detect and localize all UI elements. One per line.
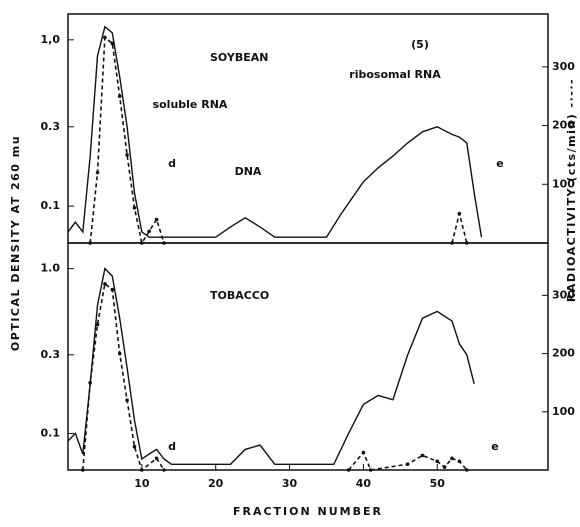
radioactivity-point (405, 462, 410, 466)
annotation: DNA (235, 165, 262, 178)
panel-title: SOYBEAN (210, 51, 268, 64)
density-line (67, 267, 475, 465)
annotation: ribosomal RNA (349, 68, 441, 81)
y2-tick-label: 200 (552, 119, 575, 132)
x-tick-label: 40 (356, 477, 372, 490)
radioactivity-point (103, 281, 107, 286)
radioactivity-point (450, 456, 454, 461)
radioactivity-point (88, 380, 92, 385)
annotation: d (168, 157, 176, 170)
y2-tick-label: 100 (552, 405, 575, 418)
radioactivity-point (464, 468, 469, 472)
annotation: d (168, 440, 176, 453)
radioactivity-point (420, 453, 425, 458)
radioactivity-point (95, 170, 100, 175)
y-tick-label: 0.1 (41, 199, 61, 212)
radioactivity-point (117, 94, 122, 99)
y-tick-label: 0.3 (41, 120, 61, 133)
radioactivity-point (110, 41, 115, 46)
y2-axis-label: RADIOACTIVITY (cts/min) -·-·- (565, 78, 578, 302)
annotation: soluble RNA (153, 98, 228, 111)
radioactivity-point (154, 456, 159, 461)
radioactivity-point (435, 459, 440, 464)
radioactivity-point (154, 217, 159, 222)
panel-title: TOBACCO (210, 289, 269, 302)
radioactivity-point (368, 468, 373, 472)
radioactivity-point (132, 205, 137, 210)
x-tick-label: 50 (430, 477, 446, 490)
x-tick-label: 10 (134, 477, 150, 490)
radioactivity-point (125, 398, 129, 402)
x-axis-label: FRACTION NUMBER (233, 505, 383, 518)
radioactivity-point (117, 351, 122, 356)
y2-tick-label: 200 (552, 347, 575, 360)
y2-tick-label: 100 (552, 177, 575, 190)
density-line (67, 25, 483, 238)
y-tick-label: 1,0 (41, 33, 61, 46)
y2-tick-label: 300 (552, 288, 575, 301)
radioactivity-point (442, 465, 447, 469)
radioactivity-point (95, 322, 100, 327)
radioactivity-point (140, 468, 144, 472)
x-tick-label: 20 (208, 477, 224, 490)
panel-frame (67, 13, 549, 244)
y-axis-label: OPTICAL DENSITY AT 260 mu (9, 135, 22, 351)
y-tick-label: 1.0 (41, 262, 61, 275)
radioactivity-point (110, 287, 115, 292)
x-tick-label: 30 (282, 477, 298, 490)
radioactivity-point (361, 450, 366, 455)
y-tick-label: 0.3 (41, 348, 61, 361)
radioactivity-point (125, 153, 129, 157)
radioactivity-point (457, 211, 462, 216)
radioactivity-point (162, 468, 166, 472)
radioactivity-point (147, 229, 152, 234)
radioactivity-line (82, 282, 468, 472)
radioactivity-point (103, 35, 107, 40)
radioactivity-point (346, 468, 351, 472)
panel-frame (67, 242, 549, 471)
y2-tick-label: 300 (552, 60, 575, 73)
annotation: e (491, 440, 498, 453)
y-tick-label: 0.1 (41, 426, 61, 439)
annotation: (5) (411, 38, 429, 51)
radioactivity-point (132, 444, 137, 449)
annotation: e (496, 157, 503, 170)
radioactivity-point (457, 459, 462, 464)
radioactivity-point (80, 468, 85, 472)
